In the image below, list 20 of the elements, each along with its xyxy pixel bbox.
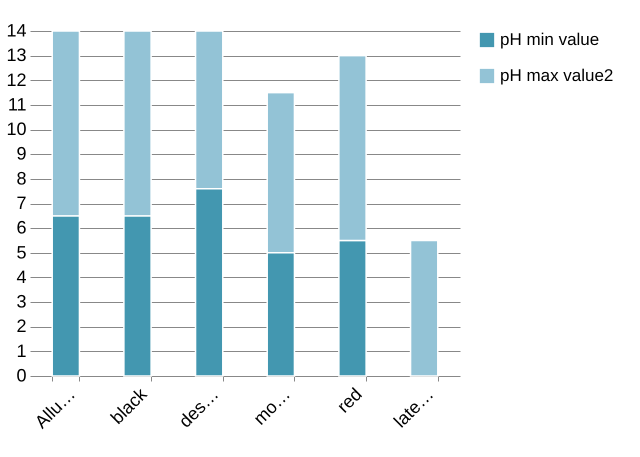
- legend-label: pH min value: [500, 30, 600, 49]
- y-tick-label: 14: [6, 20, 26, 40]
- x-tick-label: red: [333, 384, 366, 417]
- y-tick-label: 1: [16, 340, 26, 361]
- y-tick-label: 7: [16, 193, 26, 213]
- y-tick-label: 13: [6, 45, 26, 66]
- y-tick-label: 4: [16, 266, 26, 287]
- y-tick-label: 3: [16, 292, 26, 312]
- y-tick-label: 9: [16, 144, 26, 164]
- y-tick-label: 10: [6, 119, 26, 140]
- legend-label: pH max value2: [500, 66, 614, 85]
- y-tick-label: 11: [8, 94, 26, 114]
- y-tick-label: 0: [16, 366, 26, 386]
- y-tick-label: 5: [16, 242, 26, 262]
- y-tick-label: 6: [16, 218, 26, 238]
- bar: [410, 240, 439, 377]
- x-tick-label: mo…: [250, 384, 294, 429]
- y-tick-label: 8: [16, 168, 26, 188]
- y-tick-label: 12: [6, 70, 26, 90]
- y-tick-label: 2: [16, 316, 26, 336]
